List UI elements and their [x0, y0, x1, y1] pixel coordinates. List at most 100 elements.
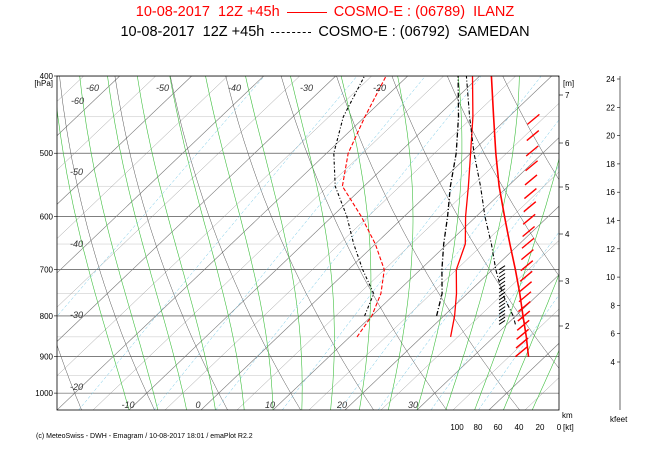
feet-tick-label: 10	[606, 273, 615, 282]
feet-axis: 24 22 20 18 16 14 12 10 8 6 4 kfeet	[606, 75, 628, 424]
isotherm-line	[57, 76, 264, 274]
isotherm-label: -60	[71, 96, 84, 106]
isotherm-label: -40	[70, 239, 83, 249]
isotherm-line	[57, 76, 408, 410]
moist-adiabat-line	[245, 76, 303, 410]
isotherm-label: -50	[156, 83, 169, 93]
pressure-tick-label: 900	[40, 353, 54, 362]
feet-axis-label: kfeet	[610, 415, 628, 424]
moist-adiabat-line	[531, 349, 559, 410]
ilanz-wind-barb	[521, 237, 535, 249]
dry-adiabat-line	[502, 76, 559, 181]
ilanz-wind-barb	[520, 260, 534, 272]
humidity-wind-panel	[465, 76, 540, 358]
height-tick-label: 6	[565, 139, 570, 148]
moist-adiabat-line	[445, 76, 520, 410]
isotherm-labels: -60-60 -50 -40 -30 -20 -50 -40 -30 -20	[70, 83, 386, 392]
feet-tick-label: 18	[606, 160, 615, 169]
dry-adiabat-line	[225, 76, 374, 410]
isotherm-line	[57, 76, 336, 342]
isotherm-line	[308, 171, 559, 410]
dry-adiabat-line	[447, 76, 559, 277]
mixing-ratio-line	[78, 76, 358, 410]
isotherm-line	[344, 205, 559, 410]
samedan-wind-barb	[498, 265, 506, 271]
humidity-tick-label: 60	[494, 423, 503, 432]
solid-line-legend-icon	[286, 11, 327, 13]
ilanz-wind-barb	[514, 346, 528, 358]
temperature-line-ilanz	[449, 76, 474, 338]
temperature-axis: -10 0 10 20 30	[121, 400, 418, 410]
pressure-tick-label: 1000	[35, 389, 53, 398]
ilanz-wind-barb	[526, 113, 540, 125]
moist-adiabat-line	[79, 76, 159, 410]
isotherm-line	[57, 76, 156, 171]
height-tick-label: 4	[565, 230, 570, 239]
isotherm-label: -40	[228, 83, 241, 93]
moist-adiabat-line	[169, 76, 245, 410]
temperature-tick-label: 0	[195, 400, 200, 410]
mixing-ratio-line	[430, 231, 559, 410]
samedan-wind-barb	[498, 276, 506, 282]
feet-tick-label: 6	[611, 330, 616, 339]
moist-adiabat-line	[416, 76, 463, 410]
isotherm-line	[57, 76, 372, 376]
isotherm-line	[524, 377, 559, 410]
ilanz-wind-barb	[524, 174, 538, 186]
pressure-tick-label: 600	[40, 212, 54, 221]
temperature-tick-label: 10	[265, 400, 275, 410]
feet-tick-label: 14	[606, 217, 615, 226]
dry-adiabat-line	[336, 76, 520, 410]
ilanz-wind-barb	[517, 310, 531, 322]
mixing-ratio-line	[478, 294, 559, 410]
samedan-wind-barb	[498, 302, 506, 308]
height-axis-label: [m]	[563, 79, 574, 88]
isotherm-label: -50	[70, 167, 83, 177]
title-station-samedan: 10-08-2017 12Z +45h COSMO-E : (06792) SA…	[120, 24, 530, 40]
ilanz-wind-barb	[522, 213, 536, 225]
temperature-line-samedan	[435, 76, 460, 317]
samedan-wind-barb	[498, 269, 506, 275]
dry-adiabat-line	[59, 76, 155, 410]
feet-tick-label: 24	[606, 75, 615, 84]
moist-adiabat-line	[561, 76, 650, 410]
dry-adiabat-line	[557, 76, 559, 79]
temperature-tick-label: 30	[408, 400, 418, 410]
height-tick-label: 2	[565, 322, 570, 331]
isotherm-label: -20	[70, 382, 83, 392]
moist-adiabat-line	[503, 273, 559, 410]
pressure-axis: 400 500 600 700 800 900 1000 [hPa]	[34, 72, 57, 398]
ilanz-wind-barb	[518, 291, 532, 303]
dry-adiabat-line	[614, 76, 650, 410]
ilanz-humidity-line	[490, 76, 530, 357]
isotherm-label: -60	[86, 83, 99, 93]
ilanz-wind-barb	[516, 328, 530, 340]
samedan-wind-barb	[498, 316, 506, 322]
humidity-tick-label: 100	[450, 423, 464, 432]
ilanz-wind-barb	[519, 281, 533, 293]
isotherm-line	[380, 240, 559, 410]
ilanz-wind-barb	[526, 130, 540, 142]
mixing-ratio-line	[282, 76, 542, 410]
samedan-wind-barb	[498, 280, 506, 286]
isotherm-line	[92, 76, 444, 410]
samedan-wind-barb	[498, 288, 506, 294]
moist-adiabat-line	[57, 106, 130, 410]
humidity-axis: 100 80 60 40 20 0 [kt] km	[450, 411, 573, 432]
isotherm-label: -30	[300, 83, 313, 93]
samedan-wind-barb	[498, 309, 506, 315]
dewpoint-line-samedan	[333, 76, 375, 317]
samedan-wind-barb	[498, 295, 506, 301]
isotherm-label: -30	[70, 310, 83, 320]
isotherm-line	[272, 137, 559, 410]
dry-adiabat-line	[0, 76, 9, 410]
pressure-tick-label: 400	[40, 72, 54, 81]
temperature-tick-label: 20	[336, 400, 347, 410]
pressure-axis-label: [hPa]	[34, 79, 53, 88]
moist-adiabat-line	[205, 76, 274, 410]
isotherm-line	[0, 76, 12, 410]
ilanz-wind-barb	[525, 160, 539, 172]
dashdot-line-legend-icon	[271, 31, 312, 33]
isotherm-line	[164, 76, 516, 410]
